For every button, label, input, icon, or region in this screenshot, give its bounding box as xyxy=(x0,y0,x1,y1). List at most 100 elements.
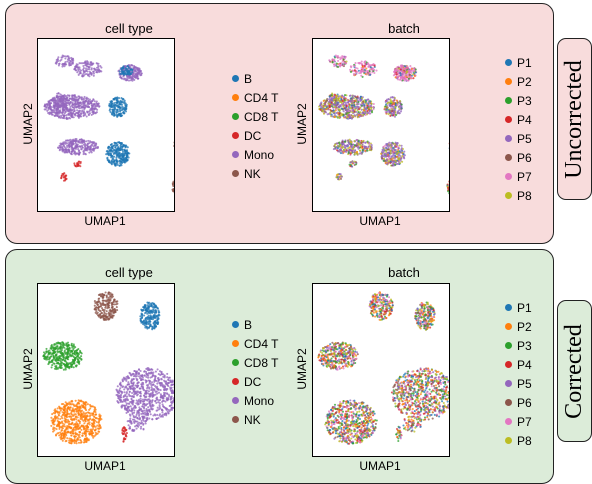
legend-label: CD8 T xyxy=(244,355,279,370)
legend-item: DC xyxy=(232,372,278,391)
legend-item: P5 xyxy=(505,374,532,393)
legend-swatch xyxy=(232,378,239,385)
legend-swatch xyxy=(505,399,512,406)
legend-swatch xyxy=(505,361,512,368)
legend-label: Mono xyxy=(244,393,275,408)
legend-item: P6 xyxy=(505,393,532,412)
y-axis-label: UMAP2 xyxy=(21,348,35,390)
legend-label: P8 xyxy=(517,188,532,203)
legend-label: P2 xyxy=(517,319,532,334)
legend-swatch xyxy=(505,135,512,142)
legend-item: P8 xyxy=(505,431,532,450)
legend-swatch xyxy=(232,416,239,423)
legend-label: B xyxy=(244,317,253,332)
legend-item: P8 xyxy=(505,186,532,205)
legend-label: P5 xyxy=(517,131,532,146)
legend-label: P1 xyxy=(517,300,532,315)
corrected-label-text: Corrected xyxy=(561,323,587,419)
legend-item: P6 xyxy=(505,148,532,167)
legend-cell-type: B CD4 T CD8 T DC Mono NK xyxy=(232,69,278,183)
corrected-label: Corrected xyxy=(557,300,592,442)
legend-swatch xyxy=(505,380,512,387)
uncorrected-label: Uncorrected xyxy=(557,38,592,200)
legend-swatch xyxy=(505,173,512,180)
legend-swatch xyxy=(232,151,239,158)
x-axis-label: UMAP1 xyxy=(84,459,126,473)
legend-swatch xyxy=(505,192,512,199)
legend-item: CD8 T xyxy=(232,107,278,126)
legend-swatch xyxy=(505,59,512,66)
uncorrected-label-text: Uncorrected xyxy=(561,59,587,179)
y-axis-label: UMAP2 xyxy=(295,103,309,145)
legend-label: P5 xyxy=(517,376,532,391)
legend-label: B xyxy=(244,71,253,86)
legend-label: P4 xyxy=(517,357,532,372)
legend-batch: P1 P2 P3 P4 P5 P6 P7 P8 xyxy=(505,298,532,450)
legend-label: P4 xyxy=(517,112,532,127)
y-axis-label: UMAP2 xyxy=(295,348,309,390)
legend-item: CD4 T xyxy=(232,88,278,107)
legend-item: P2 xyxy=(505,317,532,336)
legend-item: P4 xyxy=(505,355,532,374)
x-axis-label: UMAP1 xyxy=(84,214,126,228)
legend-label: P2 xyxy=(517,74,532,89)
legend-item: P4 xyxy=(505,110,532,129)
legend-label: P6 xyxy=(517,395,532,410)
umap-batch-uncorrected xyxy=(312,38,450,212)
legend-label: DC xyxy=(244,374,262,389)
legend-label: P7 xyxy=(517,414,532,429)
legend-item: P1 xyxy=(505,298,532,317)
legend-swatch xyxy=(232,170,239,177)
legend-swatch xyxy=(232,113,239,120)
legend-label: P6 xyxy=(517,150,532,165)
legend-swatch xyxy=(505,437,512,444)
scatter-points xyxy=(318,54,449,195)
plot-title: batch xyxy=(388,21,420,36)
legend-swatch xyxy=(232,94,239,101)
legend-item: CD4 T xyxy=(232,334,278,353)
legend-swatch xyxy=(232,321,239,328)
x-axis-label: UMAP1 xyxy=(359,214,401,228)
legend-item: NK xyxy=(232,410,278,429)
legend-item: P5 xyxy=(505,129,532,148)
legend-label: P7 xyxy=(517,169,532,184)
legend-label: NK xyxy=(244,166,261,181)
legend-item: P7 xyxy=(505,167,532,186)
legend-item: CD8 T xyxy=(232,353,278,372)
legend-swatch xyxy=(232,340,239,347)
legend-label: NK xyxy=(244,412,261,427)
legend-item: P3 xyxy=(505,91,532,110)
legend-swatch xyxy=(505,304,512,311)
legend-swatch xyxy=(232,397,239,404)
legend-item: Mono xyxy=(232,391,278,410)
legend-item: NK xyxy=(232,164,278,183)
scatter-points xyxy=(42,291,174,445)
legend-swatch xyxy=(232,132,239,139)
legend-item: P1 xyxy=(505,53,532,72)
legend-label: DC xyxy=(244,128,262,143)
legend-label: P3 xyxy=(517,338,532,353)
legend-batch: P1 P2 P3 P4 P5 P6 P7 P8 xyxy=(505,53,532,205)
legend-cell-type: B CD4 T CD8 T DC Mono NK xyxy=(232,315,278,429)
umap-cell-type-uncorrected xyxy=(37,38,175,212)
legend-item: Mono xyxy=(232,145,278,164)
legend-swatch xyxy=(505,154,512,161)
legend-swatch xyxy=(505,342,512,349)
legend-item: P7 xyxy=(505,412,532,431)
x-axis-label: UMAP1 xyxy=(359,459,401,473)
legend-label: P3 xyxy=(517,93,532,108)
plot-title: batch xyxy=(388,265,420,280)
umap-batch-corrected xyxy=(312,283,450,457)
legend-item: P3 xyxy=(505,336,532,355)
legend-swatch xyxy=(232,359,239,366)
legend-swatch xyxy=(232,75,239,82)
legend-label: P8 xyxy=(517,433,532,448)
legend-swatch xyxy=(505,116,512,123)
legend-item: B xyxy=(232,315,278,334)
legend-swatch xyxy=(505,78,512,85)
legend-swatch xyxy=(505,97,512,104)
legend-label: Mono xyxy=(244,147,275,162)
legend-label: P1 xyxy=(517,55,532,70)
scatter-points xyxy=(317,291,449,445)
plot-title: cell type xyxy=(105,21,153,36)
